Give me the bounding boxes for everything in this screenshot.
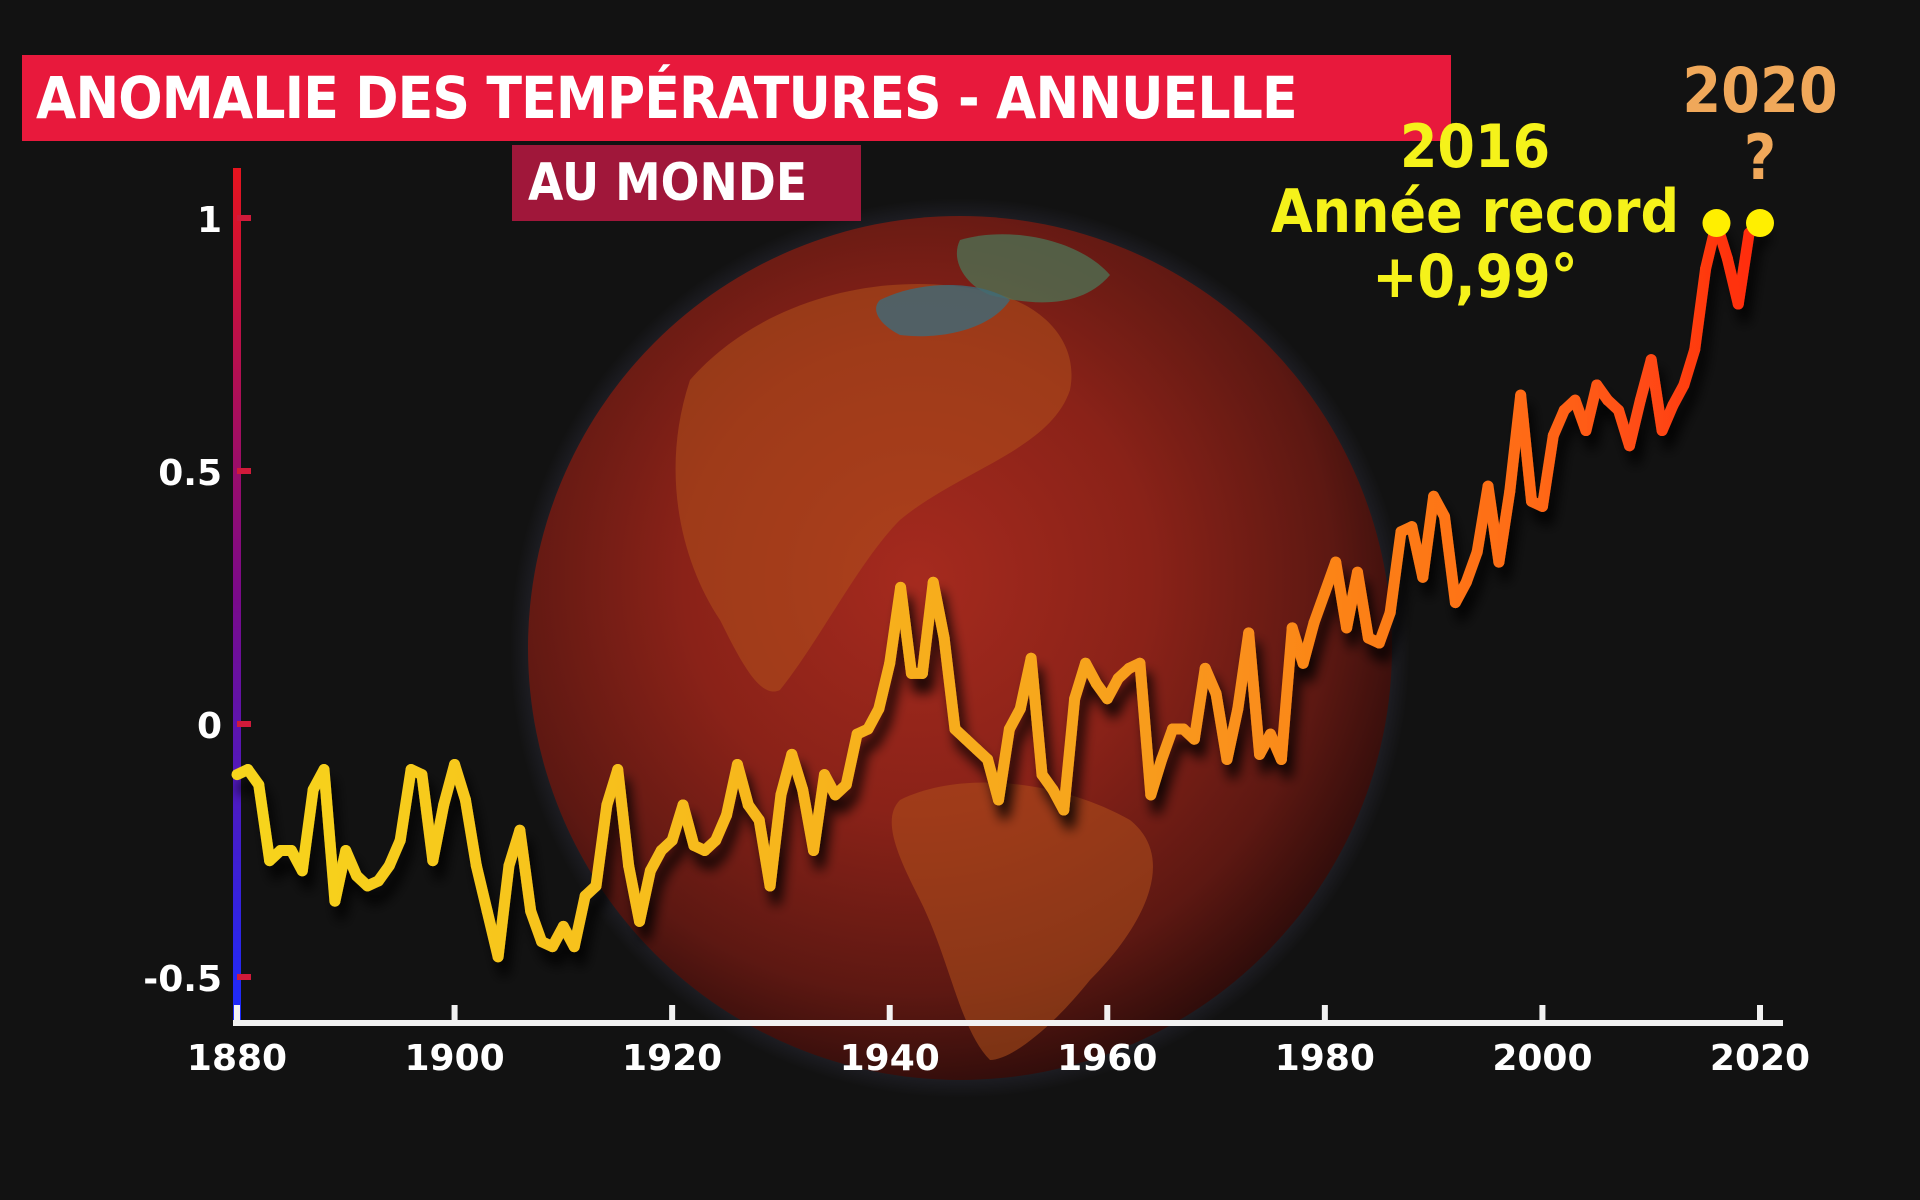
record-year: 2016 xyxy=(1399,112,1551,182)
x-tick-mark xyxy=(1104,1005,1111,1023)
line-segment xyxy=(612,764,635,872)
x-axis xyxy=(233,1020,1783,1026)
line-segment xyxy=(1188,662,1211,745)
line-segment xyxy=(895,581,917,679)
line-segment xyxy=(449,758,471,806)
line-segment xyxy=(1221,703,1244,765)
x-ticks: 1880 1900 1920 1940 1960 1980 2000 2020 xyxy=(187,1005,1810,1079)
line-segment xyxy=(253,779,276,867)
line-segment xyxy=(993,723,1015,806)
record-annotation: 2016 Année record +0,99° xyxy=(1240,115,1710,309)
highlight-point xyxy=(1746,209,1774,238)
line-segment xyxy=(590,799,613,892)
line-segment xyxy=(1678,344,1701,391)
x-tick-mark xyxy=(886,1005,893,1023)
y-ticks: -0.5 0 0.5 1 xyxy=(143,200,251,1000)
line-segment xyxy=(634,865,656,927)
line-segment xyxy=(1243,627,1266,760)
x-tick-label: 1920 xyxy=(622,1038,722,1079)
globe-land-north-america xyxy=(675,284,1072,692)
line-segment xyxy=(1536,430,1559,512)
line-segment xyxy=(1351,566,1374,644)
line-segment xyxy=(840,728,863,791)
line-segment xyxy=(786,748,809,796)
x-tick-label: 1960 xyxy=(1057,1038,1157,1079)
line-segment xyxy=(470,860,493,917)
line-segment xyxy=(1439,511,1461,609)
latest-annotation: 2020 ? xyxy=(1660,54,1860,194)
x-tick-mark xyxy=(1539,1005,1546,1023)
x-tick-mark xyxy=(669,1005,676,1023)
globe-background xyxy=(510,198,1410,1098)
x-tick-mark xyxy=(451,1005,458,1023)
subtitle-banner: AU MONDE xyxy=(512,145,862,221)
x-tick-label: 1880 xyxy=(187,1038,287,1079)
line-segment xyxy=(1145,753,1168,801)
record-label: Année record xyxy=(1270,176,1680,247)
latest-year: 2020 xyxy=(1682,54,1838,127)
y-tick-mark xyxy=(237,215,251,221)
line-segment xyxy=(764,789,787,892)
globe-land-south-america xyxy=(891,782,1153,1060)
line-segment xyxy=(1515,389,1538,507)
line-segment xyxy=(1580,379,1603,437)
y-tick-mark xyxy=(237,468,251,474)
highlight-points xyxy=(1702,209,1774,238)
line-segment xyxy=(568,890,591,953)
x-tick-label: 1900 xyxy=(404,1038,504,1079)
line-segment xyxy=(1058,693,1081,816)
latest-mark: ? xyxy=(1743,120,1777,194)
data-series xyxy=(231,217,1766,963)
line-segment xyxy=(677,799,700,851)
x-axis-line xyxy=(233,1020,1783,1026)
y-axis xyxy=(233,168,241,1025)
line-segment xyxy=(1025,652,1048,781)
x-tick-label: 1940 xyxy=(840,1038,940,1079)
highlight-point xyxy=(1702,209,1731,238)
title-banner: ANOMALIE DES TEMPÉRATURES - ANNUELLE xyxy=(22,55,1451,141)
x-tick-label: 2020 xyxy=(1710,1038,1810,1079)
y-tick-label: 0 xyxy=(197,706,222,747)
y-axis-line xyxy=(233,168,241,1025)
line-segment xyxy=(514,824,537,917)
y-tick-mark xyxy=(237,974,251,980)
y-tick-label: 1 xyxy=(197,200,222,241)
line-segment xyxy=(808,769,830,856)
x-tick-mark xyxy=(1321,1005,1328,1023)
x-tick-mark xyxy=(1757,1005,1763,1023)
line-segment xyxy=(1623,394,1646,452)
line-segments xyxy=(231,217,1766,963)
chart-title: ANOMALIE DES TEMPÉRATURES - ANNUELLE xyxy=(36,64,1298,132)
line-segment xyxy=(492,860,515,963)
y-tick-label: 0.5 xyxy=(158,453,222,494)
globe-land-greenish xyxy=(876,285,1010,337)
line-segment xyxy=(394,764,417,846)
line-segment xyxy=(938,632,961,735)
line-segment xyxy=(1689,263,1712,356)
line-segment xyxy=(1645,354,1668,437)
line-segment xyxy=(1732,227,1755,310)
record-value: +0,99° xyxy=(1372,241,1578,312)
y-tick-mark xyxy=(237,721,251,727)
x-tick-label: 2000 xyxy=(1492,1038,1592,1079)
globe-land-greenland xyxy=(956,234,1110,303)
line-segment xyxy=(318,764,341,907)
line-segment xyxy=(1297,617,1320,669)
line-segment xyxy=(1275,622,1298,765)
line-segment xyxy=(731,758,754,811)
line-segment xyxy=(873,657,896,715)
line-segment xyxy=(1134,657,1157,801)
line-segment xyxy=(927,576,950,644)
chart-subtitle: AU MONDE xyxy=(528,153,808,213)
y-tick-label: -0.5 xyxy=(143,959,222,1000)
line-segment xyxy=(296,784,319,877)
line-segment xyxy=(427,799,450,867)
line-segment xyxy=(1493,485,1516,568)
line-segment xyxy=(1417,490,1440,583)
line-segment xyxy=(459,794,482,872)
x-tick-label: 1980 xyxy=(1275,1038,1375,1079)
x-tick-mark xyxy=(234,1005,240,1023)
line-segment xyxy=(1384,526,1407,619)
